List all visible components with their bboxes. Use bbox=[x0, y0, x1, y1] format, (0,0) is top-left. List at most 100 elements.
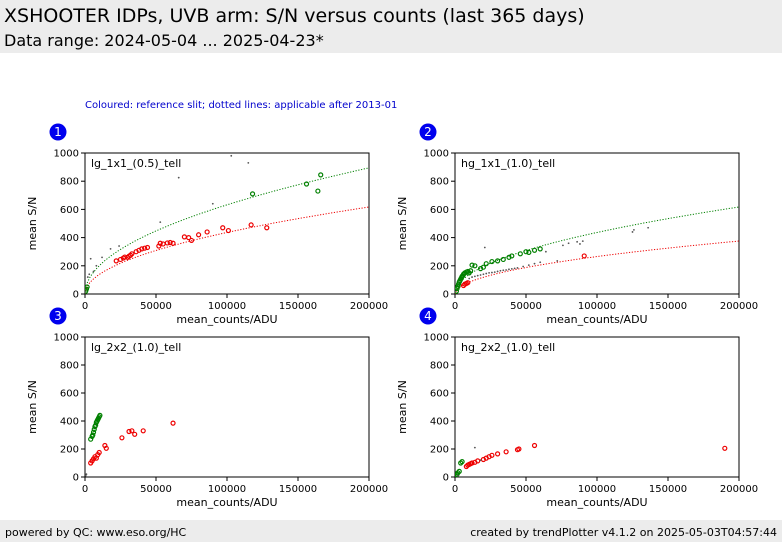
data-point-grey bbox=[485, 272, 488, 275]
fit-curve-green bbox=[85, 167, 369, 294]
data-point-grey bbox=[508, 268, 510, 271]
data-point-grey bbox=[92, 270, 95, 273]
data-point-grey bbox=[476, 274, 479, 277]
data-point-green bbox=[469, 262, 475, 268]
data-point-grey bbox=[456, 474, 459, 477]
data-point-grey bbox=[513, 267, 516, 270]
data-point-red bbox=[475, 458, 481, 464]
data-point-red bbox=[164, 240, 170, 246]
data-point-red bbox=[225, 227, 232, 234]
data-point-red bbox=[503, 449, 509, 455]
footer-bar: powered by QC: www.eso.org/HC created by… bbox=[0, 520, 782, 542]
data-point-red bbox=[196, 232, 202, 238]
data-point-grey bbox=[247, 161, 250, 164]
x-tick-label: 50000 bbox=[140, 301, 172, 312]
data-point-red bbox=[465, 280, 471, 286]
data-point-grey bbox=[177, 176, 180, 179]
data-point-red bbox=[531, 442, 538, 449]
data-point-green bbox=[509, 253, 515, 259]
data-point-grey bbox=[576, 240, 579, 243]
data-point-red bbox=[489, 452, 495, 458]
y-tick-label: 800 bbox=[60, 177, 79, 188]
data-point-green bbox=[472, 263, 478, 269]
page-title: XSHOOTER IDPs, UVB arm: S/N versus count… bbox=[4, 5, 585, 27]
plot-area bbox=[455, 442, 728, 477]
panel-label: lg_1x1_(0.5)_tell bbox=[91, 157, 181, 170]
data-point-grey bbox=[510, 268, 513, 270]
data-point-grey bbox=[491, 271, 493, 274]
plot-frame bbox=[84, 152, 370, 295]
data-point-green bbox=[455, 288, 460, 294]
y-tick-label: 800 bbox=[60, 361, 79, 372]
x-tick-label: 50000 bbox=[140, 484, 172, 495]
x-tick-label: 0 bbox=[82, 484, 88, 495]
data-point-grey bbox=[633, 228, 635, 231]
data-point-green bbox=[468, 268, 474, 274]
data-point-red bbox=[119, 435, 125, 441]
panel-badge-circle bbox=[49, 307, 67, 325]
data-point-red bbox=[170, 240, 176, 246]
data-point-grey bbox=[516, 267, 519, 269]
data-point-grey bbox=[473, 446, 476, 449]
x-tick-label: 200000 bbox=[720, 301, 758, 312]
data-point-green bbox=[315, 188, 321, 194]
y-tick-label: 600 bbox=[60, 205, 79, 216]
data-point-red bbox=[140, 428, 146, 434]
data-range-subtitle: Data range: 2024-05-04 ... 2025-04-23* bbox=[4, 31, 324, 50]
x-axis-label: mean_counts/ADU bbox=[546, 496, 647, 509]
data-point-grey bbox=[88, 273, 91, 276]
x-tick-label: 100000 bbox=[578, 484, 616, 495]
data-point-grey bbox=[109, 247, 112, 250]
chart-panel-2: 2 0 50000 100000 150000 200000 0 200 400 600 800 10… bbox=[396, 123, 758, 326]
data-point-red bbox=[129, 251, 135, 257]
y-tick-label: 200 bbox=[430, 261, 449, 272]
data-point-green bbox=[249, 191, 256, 197]
data-point-red bbox=[581, 253, 587, 259]
y-tick-label: 200 bbox=[430, 445, 449, 456]
x-tick-label: 50000 bbox=[510, 301, 542, 312]
y-tick-label: 600 bbox=[430, 389, 449, 400]
y-tick-label: 600 bbox=[430, 205, 449, 216]
data-point-red bbox=[129, 428, 135, 434]
plot-frame bbox=[84, 336, 370, 478]
y-axis-label: mean S/N bbox=[26, 380, 39, 434]
legend-note: Coloured: reference slit; dotted lines: … bbox=[85, 100, 398, 111]
data-point-grey bbox=[468, 277, 471, 280]
data-point-green bbox=[500, 256, 506, 263]
x-axis-label: mean_counts/ADU bbox=[176, 313, 277, 326]
y-tick-label: 400 bbox=[60, 233, 79, 244]
x-tick-label: 200000 bbox=[350, 484, 388, 495]
data-point-green bbox=[303, 181, 310, 187]
x-tick-label: 100000 bbox=[208, 484, 246, 495]
data-point-red bbox=[170, 420, 176, 426]
data-point-grey bbox=[95, 264, 98, 267]
data-point-grey bbox=[101, 256, 103, 259]
data-point-grey bbox=[562, 244, 564, 247]
y-tick-label: 0 bbox=[443, 473, 449, 484]
y-tick-label: 1000 bbox=[424, 149, 449, 160]
data-point-red bbox=[220, 225, 226, 231]
x-tick-label: 0 bbox=[452, 484, 458, 495]
data-point-green bbox=[456, 468, 462, 474]
data-point-red bbox=[264, 225, 270, 231]
chart-panel-1: 1 0 50000 100000 150000 200000 0 200 400 600 800 10… bbox=[26, 123, 388, 326]
x-tick-label: 0 bbox=[452, 301, 458, 312]
data-point-green bbox=[480, 264, 486, 270]
panel-label: lg_2x2_(1.0)_tell bbox=[91, 341, 181, 354]
data-point-green bbox=[523, 249, 529, 255]
data-point-green bbox=[459, 459, 465, 465]
x-tick-label: 0 bbox=[82, 301, 88, 312]
footer-created-by: created by trendPlotter v4.1.2 on 2025-0… bbox=[470, 526, 777, 539]
panel-badge-number: 4 bbox=[424, 309, 432, 323]
data-point-green bbox=[97, 412, 103, 418]
y-tick-label: 400 bbox=[430, 417, 449, 428]
x-axis-label: mean_counts/ADU bbox=[546, 313, 647, 326]
x-tick-label: 50000 bbox=[510, 484, 542, 495]
plot-area bbox=[85, 154, 369, 294]
data-point-grey bbox=[631, 231, 634, 233]
y-tick-label: 400 bbox=[60, 417, 79, 428]
data-point-grey bbox=[230, 154, 233, 157]
data-point-red bbox=[126, 428, 132, 435]
data-point-red bbox=[113, 258, 119, 264]
data-point-grey bbox=[85, 473, 88, 476]
